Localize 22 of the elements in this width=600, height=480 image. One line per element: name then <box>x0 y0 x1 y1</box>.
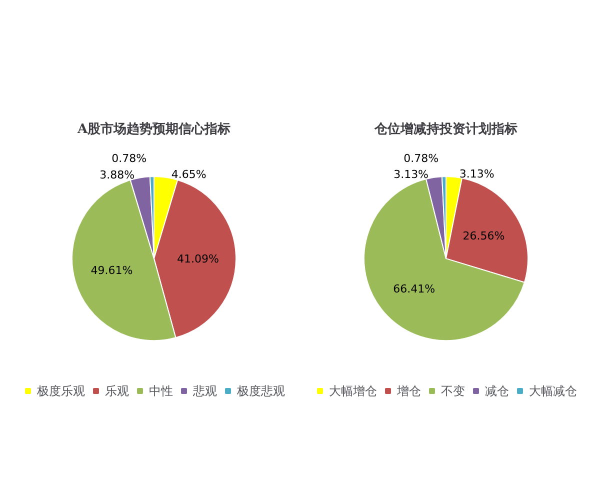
legend-label: 中性 <box>149 384 173 398</box>
data-label: 3.13% <box>459 167 494 180</box>
legend-label: 极度乐观 <box>36 384 85 398</box>
data-label: 0.78% <box>404 152 439 166</box>
legend-label: 增仓 <box>396 384 421 398</box>
data-label: 49.61% <box>90 264 133 278</box>
data-label: 3.88% <box>100 168 135 182</box>
legend-label: 不变 <box>441 384 465 398</box>
legend-label: 极度悲观 <box>236 384 285 398</box>
legend-label: 大幅增仓 <box>329 384 377 398</box>
data-label: 66.41% <box>393 282 436 296</box>
chart-title: 仓位增减持投资计划指标 <box>374 122 518 137</box>
data-label: 41.09% <box>177 252 219 266</box>
data-label: 4.65% <box>171 168 206 181</box>
legend-label: 悲观 <box>192 384 217 398</box>
legend-label: 大幅减仓 <box>529 384 577 398</box>
data-label: 26.56% <box>462 229 505 242</box>
legend-label: 减仓 <box>485 384 509 398</box>
chart-title: A股市场趋势预期信心指标 <box>76 121 231 137</box>
legend-label: 乐观 <box>105 384 129 398</box>
data-label: 3.13% <box>394 168 429 181</box>
data-label: 0.78% <box>112 152 147 166</box>
